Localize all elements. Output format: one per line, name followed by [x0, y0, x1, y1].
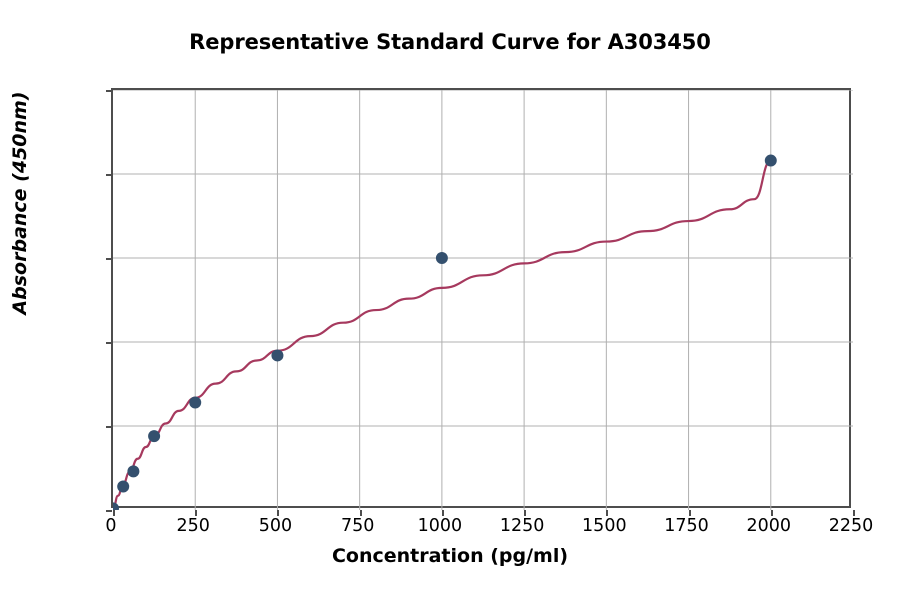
data-point [117, 480, 130, 493]
y-axis-label: Absorbance (450nm) [9, 91, 31, 315]
x-tick-mark [524, 510, 527, 516]
y-tick-mark [106, 426, 112, 428]
y-tick-mark [106, 258, 112, 260]
x-tick-mark [277, 510, 280, 516]
x-tick-label: 250 [176, 516, 210, 536]
x-tick-label: 1250 [499, 516, 545, 536]
y-tick-mark [106, 174, 112, 176]
chart-title: Representative Standard Curve for A30345… [189, 30, 711, 54]
x-tick-mark [770, 510, 773, 516]
plot-svg [113, 90, 853, 510]
vertical-gridlines [194, 90, 772, 510]
data-point [189, 396, 202, 409]
x-tick-mark [688, 510, 691, 516]
x-tick-label: 2000 [746, 516, 792, 536]
horizontal-gridlines [113, 90, 853, 427]
y-tick-mark [106, 342, 112, 344]
plot-area [106, 88, 855, 516]
data-point [435, 252, 448, 264]
x-tick-mark [606, 510, 609, 516]
y-tick-mark [106, 90, 112, 92]
x-axis-label: Concentration (pg/ml) [331, 545, 569, 567]
x-tick-mark [359, 510, 362, 516]
x-tick-mark [195, 510, 198, 516]
data-point [271, 349, 284, 362]
data-point [764, 154, 777, 167]
standard-curve-line [113, 159, 772, 510]
data-point-markers [113, 154, 777, 510]
y-tick-mark [106, 510, 112, 512]
x-tick-mark [853, 510, 855, 516]
x-tick-mark [441, 510, 444, 516]
x-tick-mark [113, 510, 115, 516]
x-tick-label: 2250 [828, 516, 874, 536]
x-tick-label: 1000 [417, 516, 463, 536]
data-point [113, 502, 119, 510]
x-tick-label: 750 [340, 516, 375, 536]
x-tick-label: 1750 [664, 516, 709, 536]
data-point [148, 430, 161, 443]
x-tick-label: 0 [105, 516, 117, 536]
x-tick-label: 500 [258, 516, 293, 536]
x-tick-label: 1500 [582, 516, 627, 536]
data-point [127, 465, 140, 478]
